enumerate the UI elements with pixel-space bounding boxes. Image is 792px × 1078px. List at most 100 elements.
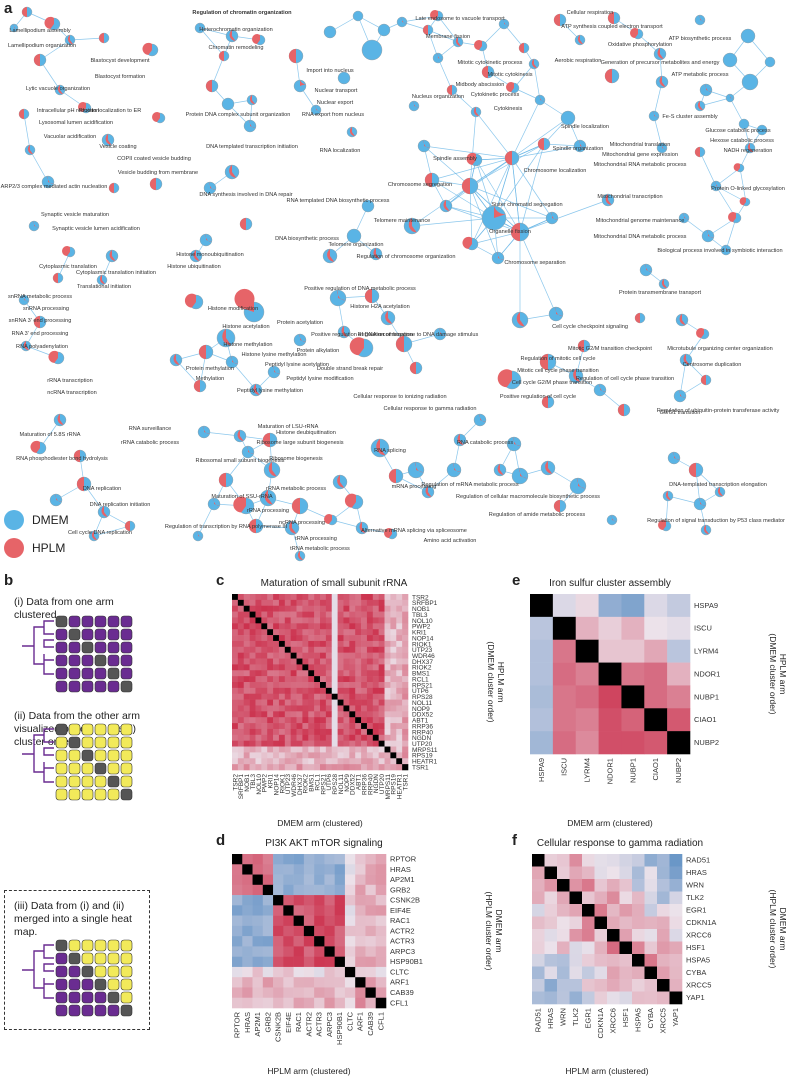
heatmap-cell: [372, 758, 379, 765]
heatmap-cell: [303, 925, 315, 937]
network-edge: [511, 117, 569, 159]
heatmap-cell: [644, 941, 658, 955]
heatmap-cell: [290, 752, 297, 759]
heatmap-cell: [607, 854, 620, 867]
heatmap-cell: [396, 705, 403, 712]
network-node-label: Chromosome separation: [504, 260, 565, 266]
heatmap-row-label: SRFBP1: [412, 600, 438, 607]
schematic-grid: [55, 939, 133, 1017]
heatmap-col-label: HEATR1: [397, 774, 404, 800]
heatmap-cell: [337, 699, 344, 706]
heatmap-row-label: BMS1: [412, 671, 430, 678]
schematic-cell: [107, 723, 120, 736]
heatmap-cell: [290, 605, 297, 612]
heatmap-cell: [267, 693, 274, 700]
network-node: [497, 369, 522, 390]
heatmap-cell: [308, 711, 315, 718]
heatmap-cell: [296, 617, 303, 624]
heatmap-cell: [273, 611, 280, 618]
heatmap-cell: [355, 956, 366, 968]
schematic-cell: [68, 723, 81, 736]
legend-item-hplm: HPLM: [4, 534, 69, 562]
network-node: [693, 497, 707, 511]
heatmap-cell: [243, 646, 250, 653]
heatmap-cell: [378, 682, 385, 689]
heatmap-cell: [594, 866, 608, 880]
schematic-dendrogram: [22, 620, 54, 675]
heatmap-cell: [365, 864, 377, 875]
heatmap-cell: [355, 652, 362, 659]
heatmap-cell: [355, 734, 362, 741]
heatmap-cell: [284, 734, 291, 741]
heatmap-cell: [366, 764, 374, 771]
network-node: [433, 327, 447, 341]
schematic-cell: [68, 749, 81, 762]
heatmap-cell: [293, 966, 305, 978]
heatmap-row-label: ARPC3: [390, 947, 415, 956]
network-node-label: Histone H2A acetylation: [350, 304, 409, 310]
heatmap-cell: [232, 884, 243, 896]
heatmap-row-label: DDX52: [412, 712, 433, 719]
heatmap-cell: [644, 966, 658, 980]
heatmap-row-label: ACTR3: [390, 937, 415, 946]
schematic-cell: [55, 939, 68, 952]
heatmap-cell: [278, 629, 286, 636]
heatmap-cell: [337, 670, 344, 677]
network-node: [18, 294, 30, 306]
heatmap-cell: [349, 646, 356, 653]
heatmap-cell: [283, 936, 294, 947]
heatmap-cell: [396, 640, 403, 648]
heatmap-cell: [296, 699, 303, 706]
heatmap-cell: [243, 699, 250, 706]
heatmap-cell: [384, 611, 391, 618]
network-node-label: Regulation of signal transduction by P53…: [647, 518, 785, 524]
network-edge: [511, 157, 553, 219]
heatmap-cell: [255, 605, 262, 612]
heatmap-cell: [278, 740, 286, 747]
network-edge: [445, 157, 513, 207]
network-node-label: Nuclear transport: [315, 88, 358, 94]
network-node: [62, 246, 76, 258]
heatmap-cell: [582, 916, 595, 930]
heatmap-cell: [355, 640, 362, 648]
heatmap-col-label: RPTOR: [233, 1011, 242, 1038]
heatmap-cell: [243, 728, 250, 736]
heatmap-cell: [314, 640, 321, 648]
heatmap-cell: [302, 629, 309, 636]
heatmap-col-label: HSPA5: [634, 1008, 643, 1032]
network-node-label: Biological process involved in symbiotic…: [657, 248, 782, 254]
network-node-label: Spindle localization: [561, 124, 609, 130]
heatmap-cell: [619, 991, 633, 1005]
network-node: [491, 251, 505, 265]
heatmap-cell: [262, 895, 274, 906]
heatmap-cell: [302, 658, 309, 665]
heatmap-cell: [396, 687, 403, 695]
heatmap-cell: [284, 658, 291, 665]
legend-item-dmem: DMEM: [4, 506, 69, 534]
schematic-cell: [120, 978, 133, 991]
network-node: [346, 126, 358, 138]
network-edge: [519, 199, 609, 233]
heatmap-cell: [366, 752, 374, 759]
schematic-cell: [81, 965, 94, 978]
heatmap-cell: [619, 979, 633, 992]
heatmap-cell: [384, 711, 391, 718]
heatmap-cell: [232, 646, 239, 653]
heatmap-cell: [252, 854, 264, 865]
heatmap-cell: [349, 676, 356, 683]
heatmap-cell: [237, 676, 245, 683]
heatmap-row-label: RIOK2: [412, 665, 432, 672]
heatmap-cell: [325, 658, 333, 665]
heatmap-cell: [396, 617, 403, 624]
network-node-label: ATP metabolic process: [672, 72, 729, 78]
heatmap-cell: [343, 605, 350, 612]
network-node: [337, 71, 351, 85]
heatmap-cell: [349, 635, 356, 642]
heatmap-cell: [334, 925, 346, 937]
heatmap-cell: [252, 925, 264, 937]
heatmap-cell: [337, 693, 344, 700]
network-node-label: Vacuolar acidification: [44, 134, 96, 140]
heatmap-cell: [320, 723, 327, 730]
heatmap-cell: [402, 740, 409, 747]
heatmap-cell: [331, 705, 338, 712]
